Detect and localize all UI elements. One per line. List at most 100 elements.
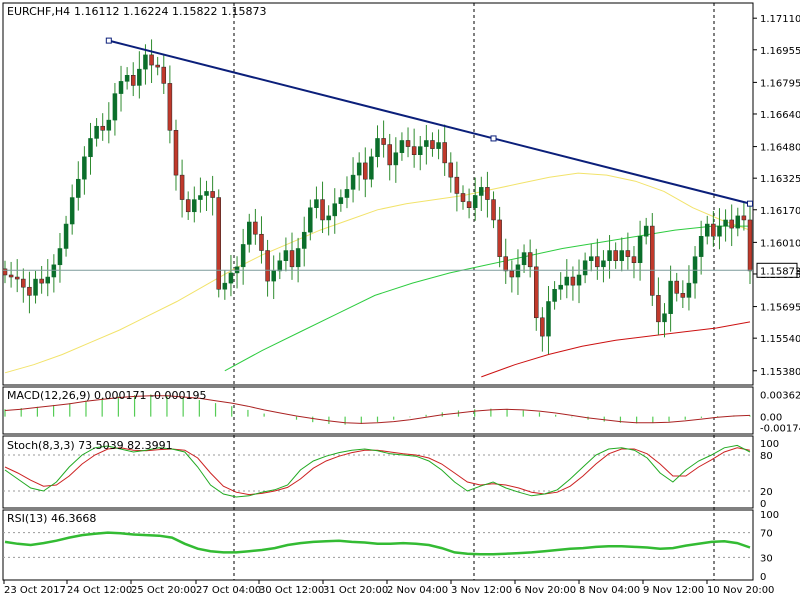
candle [137,51,142,99]
bear-candle-body [405,140,411,147]
bull-candle-body [399,140,405,153]
candle [179,159,185,218]
candle [173,119,179,191]
bear-candle-body [173,130,179,176]
rsi-panel[interactable]: RSI(13) 46.3668 [2,509,754,581]
candle [253,208,258,245]
candle [613,242,618,269]
trendline-anchor-start [105,37,112,44]
bear-candle-body [167,83,173,131]
candle [185,191,191,220]
bear-candle-body [161,66,167,84]
bull-candle-body [686,282,692,298]
candle [552,281,557,310]
time-axis-label: 30 Oct 12:00 [259,585,324,596]
candle [350,157,356,203]
bull-candle-body [228,272,234,284]
rsi-panel-frame [2,509,754,581]
rsi-axis-label: 0 [760,572,766,583]
bull-candle-body [112,93,118,121]
ohlc-header: 1.16112 1.16224 1.15822 1.15873 [74,5,266,18]
bull-candle-body [338,197,344,204]
candle [662,303,667,338]
price-axis-label: 1.16325 [760,174,800,185]
candle [155,56,160,76]
main-panel[interactable]: EURCHF,H4 1.16112 1.16224 1.15822 1.1587… [2,2,754,580]
candle [69,184,75,235]
bull-candle-body [314,199,319,208]
time-axis-label: 31 Oct 20:00 [323,585,388,596]
bull-candle-body [63,223,69,249]
rsi-axis-label: 30 [760,553,773,564]
bull-candle-body [662,313,667,323]
candle [228,255,234,297]
candle [534,248,539,331]
moving-average-line [481,321,751,378]
candle [33,270,38,304]
bear-candle-body [747,219,753,272]
candle [57,233,63,283]
candle [216,189,221,298]
macd-panel[interactable]: MACD(12,26,9) 0.000171 -0.000195 [2,386,754,435]
bull-candle-body [356,162,362,176]
bull-candle-body [192,199,197,213]
bull-candle-body [515,264,521,278]
bear-candle-body [466,201,472,208]
candle [301,216,307,267]
candle [631,246,637,279]
trendline-layer[interactable] [105,37,753,207]
candle [723,209,728,242]
moving-average-line [4,172,751,374]
time-axis-label: 23 Oct 2017 [4,585,66,596]
bear-candle-body [460,193,466,202]
bear-candle-body [570,276,576,286]
bear-candle-body [259,233,264,251]
bear-candle-body [179,174,185,200]
candle [247,213,252,253]
candle [375,125,380,168]
bear-candle-body [100,125,105,131]
rsi-axis-label: 70 [760,529,773,540]
bull-candle-body [271,270,276,282]
candle [460,185,466,210]
candle [735,207,741,237]
bear-candle-body [656,295,661,323]
candle [680,280,686,308]
time-axis-label: 25 Oct 20:00 [131,585,196,596]
candle [564,259,570,299]
bear-candle-body [534,266,539,319]
bull-candle-body [51,264,57,278]
candle [259,216,264,264]
time-axis-label: 10 Nov 20:00 [707,585,774,596]
trendline-anchor-mid [490,135,497,142]
bull-candle-body [247,221,252,245]
candle [344,176,350,209]
rsi-title: RSI(13) 46.3668 [7,512,96,525]
candle [546,285,551,355]
bull-candle-body [143,54,148,70]
bear-candle-body [14,276,20,280]
candle [332,188,338,234]
main-title: EURCHF,H4 [7,5,70,18]
bull-candle-body [82,156,87,180]
bear-candle-body [497,219,502,257]
bear-candle-body [155,64,160,68]
bear-candle-body [503,256,508,272]
candle [88,122,93,175]
stoch-panel-frame [2,435,754,509]
bull-candle-body [417,146,423,155]
candle [399,132,405,161]
bear-candle-body [387,144,392,166]
bull-candle-body [69,197,75,225]
candle [527,239,533,278]
candle [277,252,283,280]
candle [387,133,392,181]
candle [405,127,411,158]
stoch-panel[interactable]: Stoch(8,3,3) 73.5039 82.3991 [2,435,754,509]
bear-candle-body [485,187,490,200]
bull-candle-body [576,274,582,286]
bear-candle-body [442,142,447,164]
stoch-main-line [4,444,751,498]
candle [411,128,417,168]
